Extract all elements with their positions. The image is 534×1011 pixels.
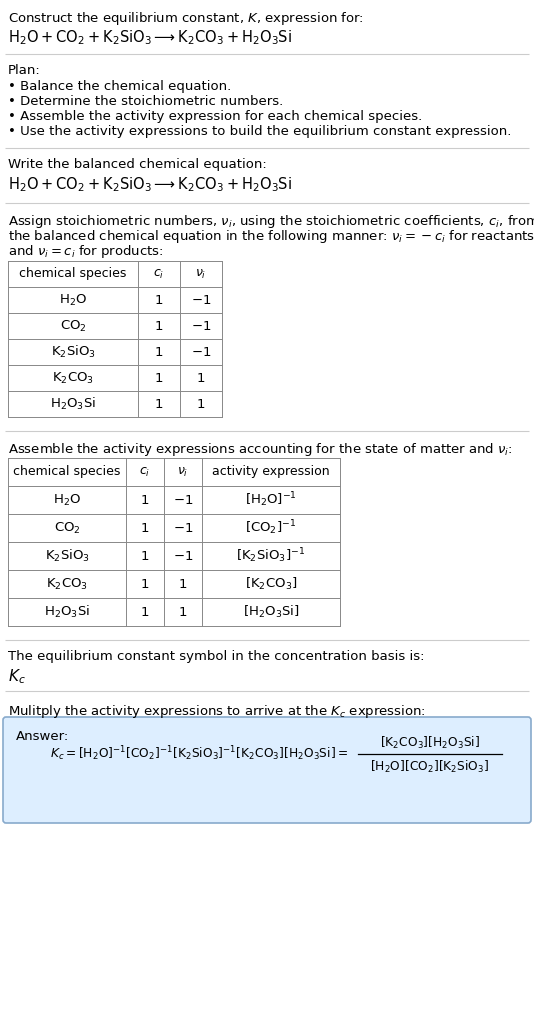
Text: 1: 1 bbox=[155, 346, 163, 359]
Text: $\nu_i$: $\nu_i$ bbox=[195, 268, 207, 280]
Text: $\mathrm{K_2CO_3}$: $\mathrm{K_2CO_3}$ bbox=[46, 576, 88, 591]
Text: $\mathrm{H_2O + CO_2 + K_2SiO_3 \longrightarrow K_2CO_3 + H_2O_3Si}$: $\mathrm{H_2O + CO_2 + K_2SiO_3 \longrig… bbox=[8, 28, 292, 47]
Text: $\mathrm{H_2O + CO_2 + K_2SiO_3 \longrightarrow K_2CO_3 + H_2O_3Si}$: $\mathrm{H_2O + CO_2 + K_2SiO_3 \longrig… bbox=[8, 175, 292, 194]
Text: $\nu_i$: $\nu_i$ bbox=[177, 465, 189, 478]
Text: 1: 1 bbox=[155, 319, 163, 333]
Text: and $\nu_i = c_i$ for products:: and $\nu_i = c_i$ for products: bbox=[8, 243, 163, 260]
Text: $\mathrm{CO_2}$: $\mathrm{CO_2}$ bbox=[60, 318, 87, 334]
Text: 1: 1 bbox=[155, 397, 163, 410]
Text: Assemble the activity expressions accounting for the state of matter and $\nu_i$: Assemble the activity expressions accoun… bbox=[8, 441, 513, 458]
Text: 1: 1 bbox=[141, 577, 149, 590]
Text: $-1$: $-1$ bbox=[191, 346, 211, 359]
Text: $-1$: $-1$ bbox=[191, 293, 211, 306]
Text: $-1$: $-1$ bbox=[191, 319, 211, 333]
Text: $\mathrm{H_2O_3Si}$: $\mathrm{H_2O_3Si}$ bbox=[50, 396, 96, 412]
Text: Assign stoichiometric numbers, $\nu_i$, using the stoichiometric coefficients, $: Assign stoichiometric numbers, $\nu_i$, … bbox=[8, 213, 534, 229]
Text: $c_i$: $c_i$ bbox=[139, 465, 151, 478]
Text: $-1$: $-1$ bbox=[173, 522, 193, 535]
Text: $\mathrm{H_2O}$: $\mathrm{H_2O}$ bbox=[53, 492, 81, 508]
Text: $1$: $1$ bbox=[197, 371, 206, 384]
Text: 1: 1 bbox=[155, 293, 163, 306]
Text: $c_i$: $c_i$ bbox=[153, 268, 164, 280]
Text: $\mathrm{H_2O_3Si}$: $\mathrm{H_2O_3Si}$ bbox=[44, 604, 90, 620]
Text: Answer:: Answer: bbox=[16, 730, 69, 743]
Text: $\mathrm{H_2O}$: $\mathrm{H_2O}$ bbox=[59, 292, 87, 307]
Text: $[\mathrm{K_2CO_3}]$: $[\mathrm{K_2CO_3}]$ bbox=[245, 576, 297, 592]
Text: $[\mathrm{K_2SiO_3}]^{-1}$: $[\mathrm{K_2SiO_3}]^{-1}$ bbox=[237, 547, 305, 565]
Text: chemical species: chemical species bbox=[19, 268, 127, 280]
Text: 1: 1 bbox=[155, 371, 163, 384]
Text: $\mathrm{K_2SiO_3}$: $\mathrm{K_2SiO_3}$ bbox=[44, 548, 89, 564]
Text: • Use the activity expressions to build the equilibrium constant expression.: • Use the activity expressions to build … bbox=[8, 125, 512, 137]
Text: $1$: $1$ bbox=[178, 577, 187, 590]
Text: $K_c = [\mathrm{H_2O}]^{-1}[\mathrm{CO_2}]^{-1}[\mathrm{K_2SiO_3}]^{-1}[\mathrm{: $K_c = [\mathrm{H_2O}]^{-1}[\mathrm{CO_2… bbox=[50, 745, 348, 763]
Text: • Determine the stoichiometric numbers.: • Determine the stoichiometric numbers. bbox=[8, 95, 283, 108]
Text: $[\mathrm{H_2O}]^{-1}$: $[\mathrm{H_2O}]^{-1}$ bbox=[245, 490, 297, 510]
Text: $\mathrm{K_2SiO_3}$: $\mathrm{K_2SiO_3}$ bbox=[51, 344, 96, 360]
Text: $-1$: $-1$ bbox=[173, 493, 193, 507]
Text: the balanced chemical equation in the following manner: $\nu_i = -c_i$ for react: the balanced chemical equation in the fo… bbox=[8, 228, 534, 245]
Text: • Assemble the activity expression for each chemical species.: • Assemble the activity expression for e… bbox=[8, 110, 422, 123]
Text: • Balance the chemical equation.: • Balance the chemical equation. bbox=[8, 80, 231, 93]
Text: Write the balanced chemical equation:: Write the balanced chemical equation: bbox=[8, 158, 267, 171]
Text: $\mathrm{CO_2}$: $\mathrm{CO_2}$ bbox=[53, 521, 80, 536]
Text: $\mathrm{K_2CO_3}$: $\mathrm{K_2CO_3}$ bbox=[52, 370, 94, 385]
Text: Construct the equilibrium constant, $K$, expression for:: Construct the equilibrium constant, $K$,… bbox=[8, 10, 364, 27]
Text: 1: 1 bbox=[141, 493, 149, 507]
Text: chemical species: chemical species bbox=[13, 465, 121, 478]
Text: $-1$: $-1$ bbox=[173, 550, 193, 562]
Text: $[\mathrm{K_2CO_3}][\mathrm{H_2O_3Si}]$: $[\mathrm{K_2CO_3}][\mathrm{H_2O_3Si}]$ bbox=[380, 735, 480, 751]
Text: $[\mathrm{CO_2}]^{-1}$: $[\mathrm{CO_2}]^{-1}$ bbox=[245, 519, 297, 538]
Text: activity expression: activity expression bbox=[212, 465, 330, 478]
FancyBboxPatch shape bbox=[3, 717, 531, 823]
Text: 1: 1 bbox=[141, 550, 149, 562]
Text: $1$: $1$ bbox=[197, 397, 206, 410]
Text: $[\mathrm{H_2O_3Si}]$: $[\mathrm{H_2O_3Si}]$ bbox=[243, 604, 299, 620]
Text: 1: 1 bbox=[141, 606, 149, 619]
Text: $1$: $1$ bbox=[178, 606, 187, 619]
Text: $[\mathrm{H_2O}][\mathrm{CO_2}][\mathrm{K_2SiO_3}]$: $[\mathrm{H_2O}][\mathrm{CO_2}][\mathrm{… bbox=[371, 759, 490, 775]
Text: 1: 1 bbox=[141, 522, 149, 535]
Text: Plan:: Plan: bbox=[8, 64, 41, 77]
Text: The equilibrium constant symbol in the concentration basis is:: The equilibrium constant symbol in the c… bbox=[8, 650, 425, 663]
Text: $K_c$: $K_c$ bbox=[8, 667, 26, 685]
Text: Mulitply the activity expressions to arrive at the $K_c$ expression:: Mulitply the activity expressions to arr… bbox=[8, 703, 426, 720]
